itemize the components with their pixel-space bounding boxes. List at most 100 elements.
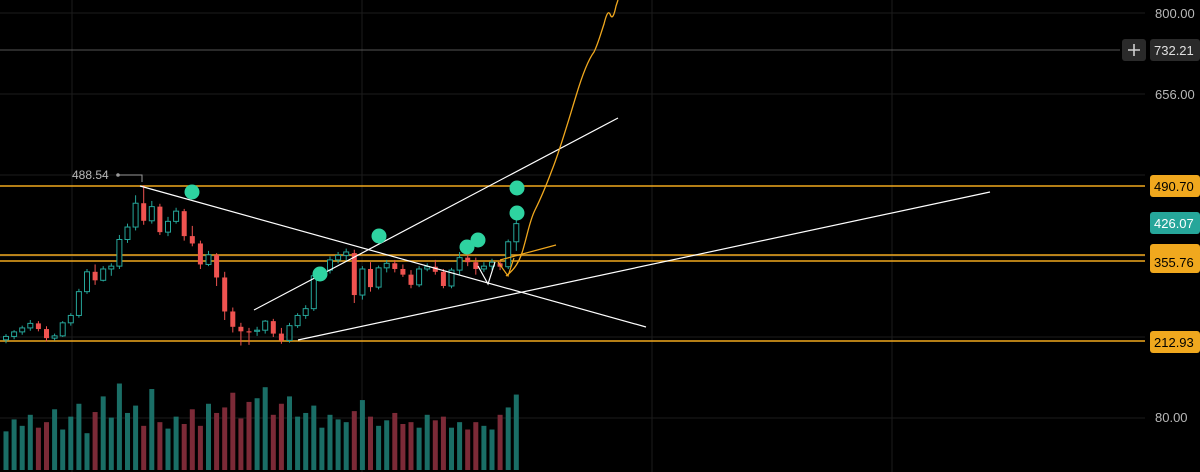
candle-body xyxy=(383,262,390,269)
candle-body xyxy=(19,327,26,333)
candle xyxy=(165,216,171,237)
candle-body xyxy=(205,254,212,265)
volume-bar xyxy=(343,422,349,470)
candle-body xyxy=(400,268,406,275)
candle xyxy=(124,223,131,243)
candle xyxy=(375,265,382,290)
candle-body xyxy=(351,253,357,296)
candle xyxy=(392,259,398,273)
candle xyxy=(67,313,74,326)
candle xyxy=(116,234,123,269)
volume-bar xyxy=(214,412,220,470)
volume-bar xyxy=(311,405,317,470)
candle xyxy=(270,318,276,337)
candle-body xyxy=(392,263,398,269)
volume-bar xyxy=(303,412,309,470)
volume-bar xyxy=(230,392,236,470)
level-tag-212-label: 212.93 xyxy=(1154,335,1194,350)
volume-bar xyxy=(327,414,333,470)
candle xyxy=(343,248,350,261)
volume-bar xyxy=(497,414,503,470)
candle-body xyxy=(343,251,350,256)
candle-body xyxy=(124,226,131,241)
candle xyxy=(254,326,261,336)
level-tag-212-box xyxy=(1150,331,1200,353)
volume-bar xyxy=(27,414,33,470)
volume-bar xyxy=(457,422,463,470)
candle xyxy=(197,240,203,269)
volume-bar xyxy=(473,422,479,470)
candle xyxy=(383,259,390,273)
level-tag-212: 212.93 xyxy=(1150,331,1200,353)
candle xyxy=(310,274,317,311)
candle xyxy=(448,267,455,289)
signal-dot xyxy=(371,228,387,244)
level-tag-490-label: 490.70 xyxy=(1154,179,1194,194)
volume-bar xyxy=(222,407,228,470)
candle-body xyxy=(368,268,373,288)
volume-bar xyxy=(157,422,163,470)
candle-body xyxy=(35,323,41,330)
candle xyxy=(230,307,236,333)
candle-body xyxy=(416,268,423,286)
candle xyxy=(205,250,212,267)
volume-bar xyxy=(376,425,382,470)
volume-bar xyxy=(60,429,66,470)
candle xyxy=(132,195,139,231)
candle xyxy=(141,185,147,225)
y-tick-label-656: 656.00 xyxy=(1155,87,1195,102)
volume-bar xyxy=(189,409,195,470)
candle-body xyxy=(286,325,293,341)
candle-body xyxy=(480,265,487,270)
volume-bar xyxy=(319,427,325,470)
candle xyxy=(432,259,438,275)
candle xyxy=(173,207,180,224)
volume-bar xyxy=(133,405,139,470)
candle-body xyxy=(310,275,317,310)
high-annotation: 488.54 xyxy=(72,168,143,182)
volume-bar xyxy=(254,398,260,470)
volume-bar xyxy=(165,428,171,470)
candle xyxy=(246,327,252,345)
candle-body xyxy=(75,291,82,316)
volume-bar xyxy=(206,403,211,470)
volume-bars xyxy=(3,383,519,470)
y-tick-label-80: 80.00 xyxy=(1155,410,1188,425)
candle-body xyxy=(294,314,301,327)
volume-bar xyxy=(100,396,106,470)
price-tag-426-box xyxy=(1150,212,1200,234)
candle-body xyxy=(51,335,58,339)
candle xyxy=(44,326,49,342)
volume-bar xyxy=(449,427,454,470)
candle-body xyxy=(44,329,49,339)
candle-body xyxy=(513,223,520,243)
candle-body xyxy=(424,266,431,270)
candle-body xyxy=(165,220,171,233)
candle-body xyxy=(473,262,479,269)
candle xyxy=(3,334,9,344)
price-tag-355-box xyxy=(1150,251,1200,273)
volume-bar xyxy=(400,424,406,470)
volume-bar xyxy=(505,407,511,470)
candle xyxy=(84,268,90,294)
candle xyxy=(92,264,98,285)
candle-body xyxy=(262,320,269,331)
candle xyxy=(359,266,366,300)
volume-bar xyxy=(384,420,390,470)
candle-body xyxy=(59,322,66,337)
candle xyxy=(59,321,66,337)
y-tick-label-800: 800.00 xyxy=(1155,6,1195,21)
volume-bar xyxy=(141,425,147,470)
add-level-control[interactable] xyxy=(1122,39,1146,61)
candle-body xyxy=(84,271,90,293)
candle-body xyxy=(278,333,284,341)
candle-body xyxy=(157,206,163,233)
volume-bar xyxy=(246,401,252,470)
candle xyxy=(416,266,423,288)
candle-body xyxy=(173,210,180,222)
signal-dot xyxy=(459,239,475,255)
volume-bar xyxy=(432,420,438,470)
candle xyxy=(302,305,309,319)
volume-bar xyxy=(359,400,365,470)
candle xyxy=(278,327,284,344)
